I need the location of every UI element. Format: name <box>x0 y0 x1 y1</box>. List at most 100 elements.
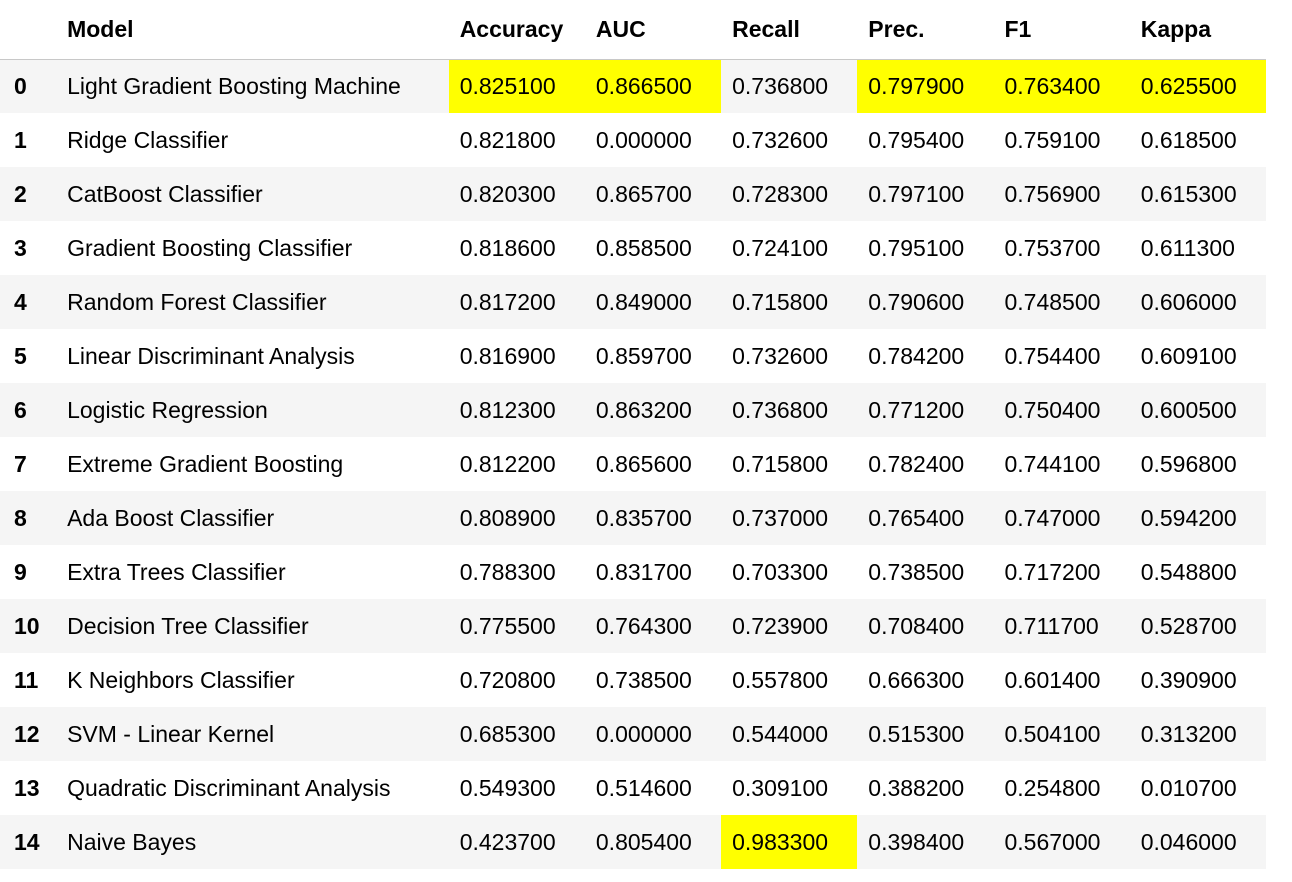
f1-cell: 0.254800 <box>1004 774 1101 801</box>
kappa-cell: 0.618500 <box>1140 126 1237 153</box>
model-name-cell: Light Gradient Boosting Machine <box>67 72 401 99</box>
model-name-cell: CatBoost Classifier <box>67 180 263 207</box>
model-name-cell: Gradient Boosting Classifier <box>67 234 353 261</box>
accuracy-cell: 0.720800 <box>459 666 556 693</box>
model-name-cell: SVM - Linear Kernel <box>67 720 275 747</box>
kappa-cell: 0.596800 <box>1140 450 1237 477</box>
recall-cell: 0.732600 <box>732 342 829 369</box>
model-name-cell: Extra Trees Classifier <box>67 558 286 585</box>
row-index: 1 <box>14 126 27 153</box>
model-name-cell: K Neighbors Classifier <box>67 666 295 693</box>
prec-cell: 0.795100 <box>868 234 965 261</box>
f1-cell: 0.753700 <box>1004 234 1101 261</box>
accuracy-cell: 0.808900 <box>459 504 556 531</box>
table-row: 1 Ridge Classifier 0.821800 0.000000 0.7… <box>0 113 1266 167</box>
f1-cell: 0.748500 <box>1004 288 1101 315</box>
prec-cell: 0.765400 <box>868 504 965 531</box>
prec-cell: 0.797100 <box>868 180 965 207</box>
f1-cell: 0.759100 <box>1004 126 1101 153</box>
f1-cell: 0.567000 <box>1004 828 1101 855</box>
table-row: 2 CatBoost Classifier 0.820300 0.865700 … <box>0 167 1266 221</box>
kappa-cell: 0.600500 <box>1140 396 1237 423</box>
accuracy-cell: 0.817200 <box>459 288 556 315</box>
model-name-cell: Extreme Gradient Boosting <box>67 450 344 477</box>
recall-cell: 0.703300 <box>732 558 829 585</box>
auc-cell: 0.805400 <box>595 828 692 855</box>
recall-cell: 0.715800 <box>732 450 829 477</box>
row-index: 12 <box>14 720 40 747</box>
header-kappa: Kappa <box>1129 0 1266 60</box>
auc-cell: 0.859700 <box>595 342 692 369</box>
auc-cell: 0.866500 <box>584 59 722 113</box>
f1-cell: 0.763400 <box>993 59 1130 113</box>
kappa-cell: 0.390900 <box>1140 666 1237 693</box>
model-name-cell: Ridge Classifier <box>67 126 229 153</box>
accuracy-cell: 0.812200 <box>459 450 556 477</box>
auc-cell: 0.849000 <box>595 288 692 315</box>
prec-cell: 0.738500 <box>868 558 965 585</box>
recall-cell: 0.557800 <box>732 666 829 693</box>
row-index: 6 <box>14 396 27 423</box>
table-row: 9 Extra Trees Classifier 0.788300 0.8317… <box>0 545 1266 599</box>
kappa-cell: 0.615300 <box>1140 180 1237 207</box>
kappa-cell: 0.046000 <box>1140 828 1237 855</box>
auc-cell: 0.835700 <box>595 504 692 531</box>
model-name-cell: Decision Tree Classifier <box>67 612 309 639</box>
kappa-cell: 0.594200 <box>1140 504 1237 531</box>
recall-cell: 0.736800 <box>732 396 829 423</box>
auc-cell: 0.865600 <box>595 450 692 477</box>
table-row: 5 Linear Discriminant Analysis 0.816900 … <box>0 329 1266 383</box>
accuracy-cell: 0.812300 <box>459 396 556 423</box>
row-index: 2 <box>14 180 27 207</box>
header-accuracy: Accuracy <box>448 0 585 60</box>
accuracy-cell: 0.775500 <box>459 612 556 639</box>
accuracy-cell: 0.423700 <box>459 828 556 855</box>
kappa-cell: 0.548800 <box>1140 558 1237 585</box>
f1-cell: 0.504100 <box>1004 720 1101 747</box>
model-name-cell: Ada Boost Classifier <box>67 504 275 531</box>
prec-cell: 0.784200 <box>868 342 965 369</box>
recall-cell: 0.728300 <box>732 180 829 207</box>
prec-cell: 0.666300 <box>868 666 965 693</box>
auc-cell: 0.764300 <box>595 612 692 639</box>
header-recall: Recall <box>721 0 858 60</box>
auc-cell: 0.863200 <box>595 396 692 423</box>
f1-cell: 0.756900 <box>1004 180 1101 207</box>
f1-cell: 0.744100 <box>1004 450 1101 477</box>
recall-cell: 0.737000 <box>732 504 829 531</box>
model-name-cell: Naive Bayes <box>67 828 197 855</box>
model-comparison-table: Model Accuracy AUC Recall Prec. F1 Kappa… <box>0 0 1266 869</box>
recall-cell: 0.983300 <box>721 815 858 869</box>
prec-cell: 0.782400 <box>868 450 965 477</box>
table-row: 11 K Neighbors Classifier 0.720800 0.738… <box>0 653 1266 707</box>
kappa-cell: 0.611300 <box>1140 234 1235 261</box>
f1-cell: 0.711700 <box>1004 612 1099 639</box>
kappa-cell: 0.010700 <box>1140 774 1237 801</box>
f1-cell: 0.754400 <box>1004 342 1101 369</box>
kappa-cell: 0.625500 <box>1129 59 1266 113</box>
auc-cell: 0.000000 <box>595 720 692 747</box>
recall-cell: 0.309100 <box>732 774 829 801</box>
accuracy-cell: 0.821800 <box>459 126 556 153</box>
auc-cell: 0.865700 <box>595 180 692 207</box>
table-row: 4 Random Forest Classifier 0.817200 0.84… <box>0 275 1266 329</box>
recall-cell: 0.724100 <box>732 234 829 261</box>
model-comparison-table-container: Model Accuracy AUC Recall Prec. F1 Kappa… <box>0 0 1266 869</box>
model-name-cell: Quadratic Discriminant Analysis <box>67 774 391 801</box>
prec-cell: 0.795400 <box>868 126 965 153</box>
kappa-cell: 0.609100 <box>1140 342 1237 369</box>
accuracy-cell: 0.818600 <box>459 234 556 261</box>
header-prec: Prec. <box>857 0 994 60</box>
accuracy-cell: 0.685300 <box>459 720 556 747</box>
prec-cell: 0.515300 <box>868 720 965 747</box>
recall-cell: 0.715800 <box>732 288 829 315</box>
table-row: 12 SVM - Linear Kernel 0.685300 0.000000… <box>0 707 1266 761</box>
accuracy-cell: 0.549300 <box>459 774 556 801</box>
table-body: 0 Light Gradient Boosting Machine 0.8251… <box>0 59 1266 869</box>
accuracy-cell: 0.788300 <box>459 558 556 585</box>
row-index: 14 <box>14 828 40 855</box>
row-index: 8 <box>14 504 27 531</box>
prec-cell: 0.388200 <box>868 774 965 801</box>
row-index: 9 <box>14 558 27 585</box>
header-auc: AUC <box>584 0 722 60</box>
